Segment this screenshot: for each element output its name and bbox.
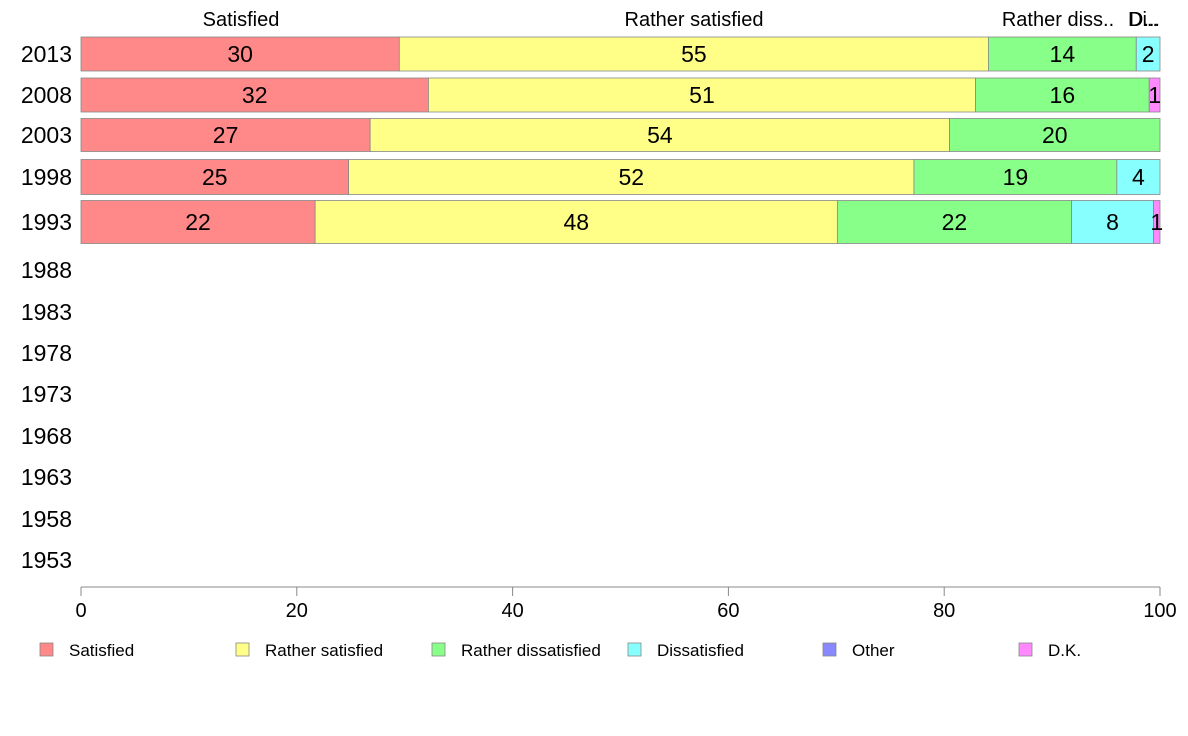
bar-label-1998-2: 19	[1003, 164, 1029, 190]
legend-swatch-0	[39, 642, 54, 657]
bar-label-2008-5: 1	[1148, 82, 1161, 108]
bar-2013-1	[398, 36, 989, 72]
bars-area: 30 55 14 2 32 51 16 1 27 54 20 25 52 19 4 22 48 22 8 1	[80, 36, 1163, 244]
legend-label-2: Rather dissatisfied	[461, 641, 601, 660]
x-tick-label-60: 60	[717, 600, 739, 622]
bar-label-2008-2: 16	[1050, 82, 1076, 108]
bar-label-1993-0: 22	[185, 209, 211, 235]
bar-2008-2	[975, 77, 1150, 113]
legend-swatch-5	[1018, 642, 1033, 657]
legend-swatch-4	[822, 642, 837, 657]
bar-1993-2	[836, 200, 1072, 244]
top-label-1: Rather satisfied	[625, 9, 764, 31]
bar-2008-1	[428, 77, 976, 113]
top-label-0: Satisfied	[203, 9, 280, 31]
x-axis: 0 20 40 60 80 100	[75, 586, 1177, 622]
y-label-2003: 2003	[21, 122, 72, 148]
bar-1993-3	[1071, 200, 1154, 244]
legend-label-1: Rather satisfied	[265, 641, 383, 660]
legend-swatch-2	[431, 642, 446, 657]
legend-swatch-3	[627, 642, 642, 657]
bar-1998-2	[913, 159, 1118, 195]
bar-1993-1	[314, 200, 838, 244]
x-tick-label-20: 20	[286, 600, 308, 622]
top-label-2: Rather diss..	[1002, 9, 1114, 31]
bar-label-2003-1: 54	[647, 122, 673, 148]
bar-label-1998-3: 4	[1132, 164, 1145, 190]
bar-label-2013-3: 2	[1142, 41, 1155, 67]
bar-label-2008-1: 51	[689, 82, 715, 108]
bar-label-1993-1: 48	[563, 209, 589, 235]
bar-label-2008-0: 32	[242, 82, 268, 108]
bar-2003-2	[949, 118, 1161, 152]
bar-label-2013-1: 55	[681, 41, 707, 67]
legend: Satisfied Rather satisfied Rather dissatis…	[39, 641, 1081, 660]
top-label-4: D...	[1129, 9, 1160, 31]
y-label-1958: 1958	[21, 506, 72, 532]
x-tick-label-0: 0	[75, 600, 86, 622]
x-tick-label-40: 40	[501, 600, 523, 622]
y-label-1988: 1988	[21, 257, 72, 283]
bar-label-2003-0: 27	[213, 122, 239, 148]
bar-label-1993-5: 1	[1150, 209, 1163, 235]
x-tick-label-100: 100	[1143, 600, 1176, 622]
top-label-3: Di..	[1128, 9, 1158, 31]
top-category-labels: Satisfied Rather satisfied Rather diss.. Di…	[203, 9, 1160, 31]
y-label-1983: 1983	[21, 299, 72, 325]
y-label-1968: 1968	[21, 423, 72, 449]
bar-label-1998-1: 52	[618, 164, 644, 190]
y-label-1978: 1978	[21, 340, 72, 366]
bar-label-2013-0: 30	[227, 41, 253, 67]
bar-1998-1	[348, 159, 915, 195]
bar-2003-1	[369, 118, 950, 152]
y-label-2013: 2013	[21, 41, 72, 67]
y-label-2008: 2008	[21, 82, 72, 108]
y-axis-labels: 2013 2008 2003 1998 1993 1988 1983 1978 1973 1968…	[21, 41, 72, 573]
bar-2008-5	[1148, 77, 1161, 113]
bar-label-1993-2: 22	[942, 209, 968, 235]
y-label-1953: 1953	[21, 547, 72, 573]
legend-label-0: Satisfied	[69, 641, 134, 660]
y-label-1963: 1963	[21, 464, 72, 490]
legend-label-3: Dissatisfied	[657, 641, 744, 660]
x-tick-label-80: 80	[933, 600, 955, 622]
legend-label-5: D.K.	[1048, 641, 1081, 660]
bar-label-1993-3: 8	[1106, 209, 1119, 235]
y-label-1973: 1973	[21, 381, 72, 407]
bar-1993-5	[1153, 200, 1161, 244]
legend-label-4: Other	[852, 641, 895, 660]
bar-label-1998-0: 25	[202, 164, 228, 190]
legend-swatch-1	[235, 642, 250, 657]
bar-2013-3	[1135, 36, 1161, 72]
bar-label-2003-2: 20	[1042, 122, 1068, 148]
bar-1998-3	[1116, 159, 1161, 195]
bar-1998-0	[80, 159, 349, 195]
bar-2003-0	[80, 118, 371, 152]
bar-2008-0	[80, 77, 429, 113]
bar-1993-0	[80, 200, 316, 244]
bar-label-2013-2: 14	[1050, 41, 1076, 67]
y-label-1998: 1998	[21, 164, 72, 190]
y-label-1993: 1993	[21, 209, 72, 235]
